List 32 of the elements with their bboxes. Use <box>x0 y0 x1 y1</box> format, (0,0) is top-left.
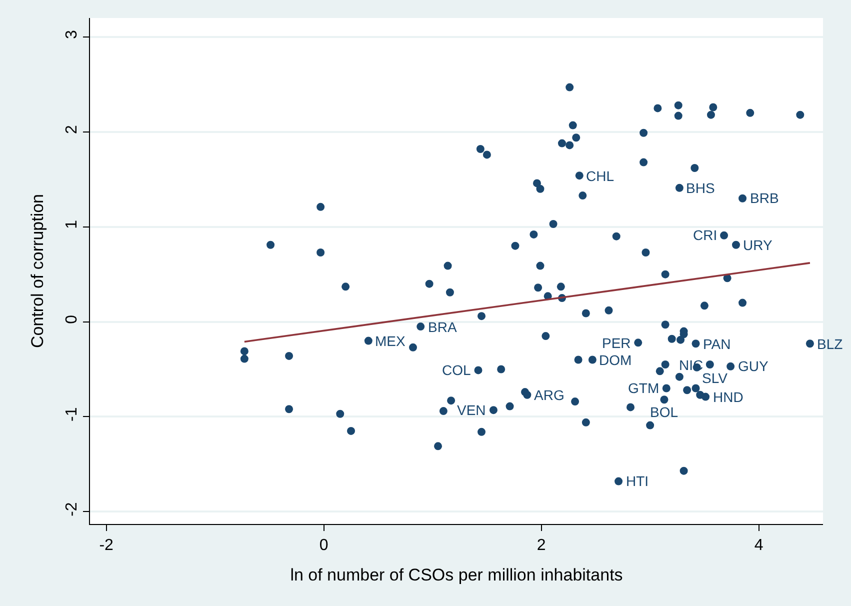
x-tick-label: 0 <box>319 537 328 554</box>
annotation: CHL <box>586 168 614 184</box>
y-tick-label: -2 <box>64 502 81 516</box>
y-tick-label: 0 <box>64 314 81 324</box>
annotation: MEX <box>375 333 406 349</box>
annotation: PER <box>602 335 631 351</box>
annotation: BOL <box>650 404 678 420</box>
y-tick-label: 2 <box>64 124 81 134</box>
annotation: GUY <box>738 358 769 374</box>
annotation: GTM <box>628 380 660 396</box>
x-tick-label: 2 <box>536 537 546 554</box>
y-tick-label: -1 <box>64 407 81 422</box>
annotation: ARG <box>534 387 564 403</box>
x-axis-title: ln of number of CSOs per million inhabitants <box>290 566 623 585</box>
annotation: HTI <box>626 473 649 489</box>
annotation: PAN <box>703 336 731 352</box>
annotation: CRI <box>693 227 718 243</box>
annotation: BRB <box>750 190 779 206</box>
x-tick-label: -2 <box>99 537 114 554</box>
annotation: BRA <box>428 319 458 335</box>
annotation: DOM <box>599 352 632 368</box>
annotation: BLZ <box>817 336 844 352</box>
annotation: HND <box>713 389 744 405</box>
annotation: VEN <box>457 402 486 418</box>
annotation: URY <box>743 237 773 253</box>
annotation: COL <box>442 362 471 378</box>
y-tick-label: 3 <box>64 30 81 40</box>
y-axis-title: Control of corruption <box>28 194 48 348</box>
x-tick-label: 4 <box>754 537 764 554</box>
y-tick-label: 1 <box>64 220 81 229</box>
annotation: SLV <box>702 370 728 386</box>
annotation: BHS <box>686 180 715 196</box>
